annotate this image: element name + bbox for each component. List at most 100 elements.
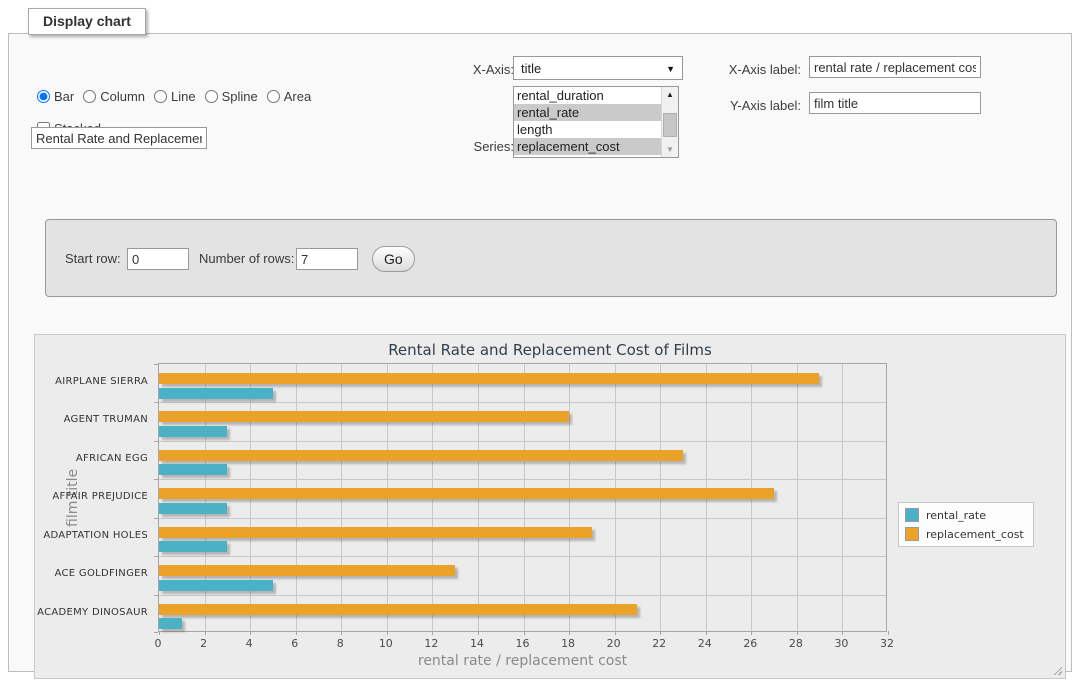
legend-label: replacement_cost [926, 527, 1024, 541]
line-radio[interactable] [154, 90, 168, 103]
legend-label: rental_rate [926, 508, 986, 522]
x-axis-selected-value: title [521, 60, 542, 76]
area-radio[interactable] [266, 90, 280, 103]
x-tick-label: 6 [291, 637, 299, 650]
series-option[interactable]: replacement_cost [514, 138, 661, 155]
x-tick-label: 0 [154, 637, 162, 650]
x-tick-label: 32 [880, 637, 894, 650]
gridline-horizontal [159, 440, 886, 442]
y-axis-tick [154, 517, 158, 519]
x-tick-label: 26 [743, 637, 758, 650]
spline-radio[interactable] [204, 90, 218, 103]
bar-replacement_cost [159, 603, 638, 615]
x-tick-label: 4 [245, 637, 253, 650]
bar-radio[interactable] [37, 90, 50, 103]
series-option[interactable]: rental_rate [514, 104, 661, 121]
bar-replacement_cost [159, 526, 592, 538]
bar-replacement_cost [159, 373, 820, 384]
column-radio[interactable] [83, 90, 97, 103]
chart-container: Rental Rate and Replacement Cost of Film… [34, 334, 1066, 679]
series-scrollbar[interactable]: ▲ ▼ [661, 87, 678, 157]
bar-radio-label: Bar [54, 89, 75, 104]
x-tick-label: 24 [697, 637, 712, 650]
chart-type-option-line[interactable]: Line [154, 89, 196, 104]
category-label: AGENT TRUMAN [63, 414, 148, 426]
chart-title-input[interactable] [31, 127, 207, 149]
legend-swatch-rental_rate [905, 508, 919, 522]
x-axis-label-input[interactable] [809, 56, 981, 78]
x-axis-select[interactable]: title ▼ [513, 56, 683, 80]
x-tick-label: 18 [561, 637, 576, 650]
y-axis-label-field-text: Y-Axis label: [729, 98, 801, 113]
legend-item: replacement_cost [905, 527, 1024, 541]
num-rows-label: Number of rows: [199, 251, 295, 266]
area-radio-label: Area [283, 89, 312, 104]
y-axis-tick [154, 364, 158, 365]
x-tick-label: 14 [469, 637, 484, 650]
panel-title: Display chart [28, 8, 146, 35]
x-axis-tick [888, 631, 889, 635]
x-axis-tick [796, 631, 798, 635]
x-axis-tick [477, 631, 479, 635]
bar-replacement_cost [159, 411, 569, 423]
x-axis-tick [705, 631, 707, 635]
num-rows-input[interactable] [296, 248, 358, 270]
y-axis-tick [154, 556, 158, 558]
x-tick-label: 12 [424, 637, 439, 650]
gridline-horizontal [159, 517, 886, 519]
start-row-label: Start row: [65, 251, 121, 266]
series-option[interactable]: rental_duration [517, 88, 604, 103]
y-axis-tick [154, 632, 158, 633]
x-axis-tick [386, 631, 388, 635]
series-label-text: Series: [473, 139, 514, 154]
bar-rental_rate [159, 502, 228, 514]
category-label: ADAPTATION HOLES [43, 529, 148, 541]
bar-replacement_cost [159, 565, 455, 577]
bar-rental_rate [159, 541, 228, 553]
y-axis-tick [154, 479, 158, 481]
x-tick-label: 28 [788, 637, 803, 650]
go-button[interactable]: Go [372, 246, 415, 272]
line-radio-label: Line [171, 89, 196, 104]
plot-area [154, 363, 889, 635]
chart-type-option-spline[interactable]: Spline [204, 89, 258, 104]
x-axis-tick [660, 631, 662, 635]
chart-legend: rental_rate replacement_cost [898, 502, 1034, 547]
bar-rental_rate [159, 579, 273, 591]
gridline-vertical [842, 364, 844, 631]
series-multiselect[interactable]: rental_duration rental_rate length replacem… [513, 86, 679, 158]
gridline-vertical [796, 364, 798, 631]
legend-item: rental_rate [905, 508, 1024, 522]
x-axis-tick [341, 631, 343, 635]
x-tick-label: 2 [200, 637, 208, 650]
gridline-horizontal [159, 556, 886, 558]
series-option[interactable]: length [517, 122, 553, 137]
start-row-input[interactable] [127, 248, 189, 270]
y-axis-tick [154, 402, 158, 404]
resize-handle-icon[interactable] [1051, 664, 1062, 675]
y-axis-tick [154, 594, 158, 596]
chart-type-option-area[interactable]: Area [266, 89, 312, 104]
scrollbar-thumb[interactable] [663, 113, 677, 137]
scrollbar-up-icon[interactable]: ▲ [666, 90, 674, 99]
spline-radio-label: Spline [221, 89, 258, 104]
chart-title: Rental Rate and Replacement Cost of Film… [388, 341, 712, 359]
gridline-horizontal [159, 594, 886, 596]
x-axis-tick [204, 631, 206, 635]
x-axis-tick [523, 631, 525, 635]
x-axis-tick [295, 631, 297, 635]
x-tick-label: 10 [378, 637, 393, 650]
gridline-horizontal [159, 479, 886, 481]
chart-type-option-column[interactable]: Column [83, 89, 145, 104]
column-radio-label: Column [100, 89, 146, 104]
category-label: ACADEMY DINOSAUR [37, 606, 148, 618]
scrollbar-down-icon[interactable]: ▼ [666, 145, 674, 154]
y-axis-label-input[interactable] [809, 92, 981, 114]
x-tick-label: 20 [606, 637, 621, 650]
category-label: AFRICAN EGG [75, 452, 148, 464]
x-axis-tick [250, 631, 252, 635]
x-tick-label: 22 [652, 637, 667, 650]
chart-type-option-bar[interactable]: Bar [37, 89, 74, 104]
series-options: rental_duration rental_rate length replacem… [514, 87, 661, 157]
y-axis-tick [154, 440, 158, 442]
